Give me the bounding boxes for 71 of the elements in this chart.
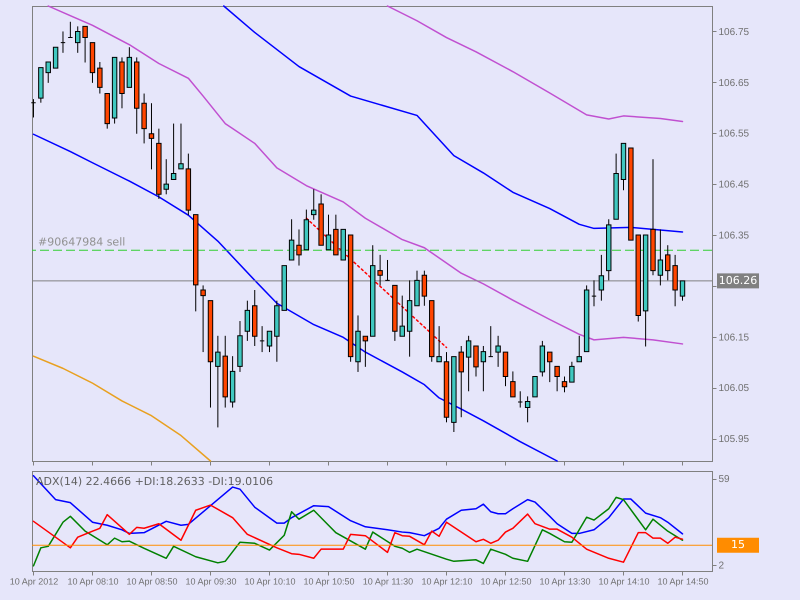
y-tick-label: 106.65	[718, 78, 750, 89]
candlestick	[362, 336, 368, 368]
candlestick	[288, 218, 294, 260]
candlestick	[97, 61, 103, 94]
x-tick-label: 10 Apr 10:10	[244, 576, 296, 586]
candlestick	[680, 280, 686, 302]
y-tick-label: 106.45	[718, 180, 750, 191]
candlestick	[510, 370, 516, 398]
y-tick-label: 106.55	[718, 128, 750, 140]
candlestick	[658, 228, 664, 286]
line-series	[223, 5, 684, 233]
candlestick	[244, 300, 250, 342]
y-tick-label: 105.95	[718, 434, 750, 446]
candlestick	[665, 244, 670, 281]
candlestick	[52, 46, 58, 69]
candlestick	[458, 345, 464, 418]
line-series	[32, 355, 212, 462]
line-series	[32, 504, 684, 563]
y-tick-label: 59	[718, 474, 730, 486]
x-tick-label: 10 Apr 10:50	[303, 576, 355, 586]
candlestick	[554, 366, 560, 392]
y-tick-label: 2	[718, 560, 724, 572]
candlestick	[466, 335, 472, 392]
x-tick-label: 10 Apr 14:50	[657, 576, 709, 586]
x-tick-label: 10 Apr 09:30	[185, 576, 237, 586]
x-tick-label: 10 Apr 08:50	[126, 576, 178, 586]
candlestick	[46, 61, 51, 84]
candlestick	[377, 254, 383, 286]
ref-line-label: 15	[731, 538, 745, 552]
candlestick	[178, 123, 184, 170]
candlestick	[400, 295, 405, 337]
x-tick-label: 10 Apr 12:10	[421, 576, 473, 586]
candlestick	[266, 330, 272, 353]
candlestick	[436, 326, 442, 362]
candlestick	[75, 26, 80, 54]
candlestick	[215, 335, 221, 428]
x-tick-label: 10 Apr 12:50	[480, 576, 532, 586]
candlestick	[495, 335, 501, 368]
line-series	[386, 5, 684, 122]
y-tick-label: 106.05	[718, 383, 750, 394]
candlestick	[598, 254, 604, 302]
y-tick-label: 106.75	[718, 26, 750, 38]
x-tick-label: 10 Apr 11:30	[362, 576, 414, 586]
y-tick-label: 106.35	[718, 230, 750, 242]
candlestick	[311, 188, 316, 220]
candlestick	[148, 102, 154, 170]
candlestick	[326, 214, 332, 250]
candlestick	[422, 270, 428, 306]
candlestick	[547, 352, 552, 383]
line-series	[32, 474, 684, 536]
candlestick	[480, 345, 486, 392]
candlestick	[82, 26, 88, 63]
candlestick	[200, 284, 206, 353]
x-tick-label: 10 Apr 13:30	[539, 576, 591, 586]
candlestick	[164, 158, 169, 195]
ref-line-label: #90647984 sell	[38, 235, 126, 248]
candlestick	[569, 361, 575, 383]
x-tick-label: 10 Apr 2012	[10, 576, 58, 586]
candlestick	[296, 228, 302, 266]
line-series	[32, 496, 684, 567]
y-tick-label: 106.15	[718, 332, 750, 344]
candlestick	[532, 376, 538, 398]
candlestick	[524, 396, 530, 423]
candlestick	[170, 123, 176, 180]
x-tick-label: 10 Apr 08:10	[67, 576, 118, 586]
candlestick	[576, 335, 582, 362]
ref-line-label: 106.26	[718, 274, 758, 287]
candlestick	[562, 376, 568, 393]
line-series	[32, 134, 558, 462]
candlestick	[473, 345, 479, 378]
x-tick-label: 10 Apr 14:10	[598, 576, 650, 586]
